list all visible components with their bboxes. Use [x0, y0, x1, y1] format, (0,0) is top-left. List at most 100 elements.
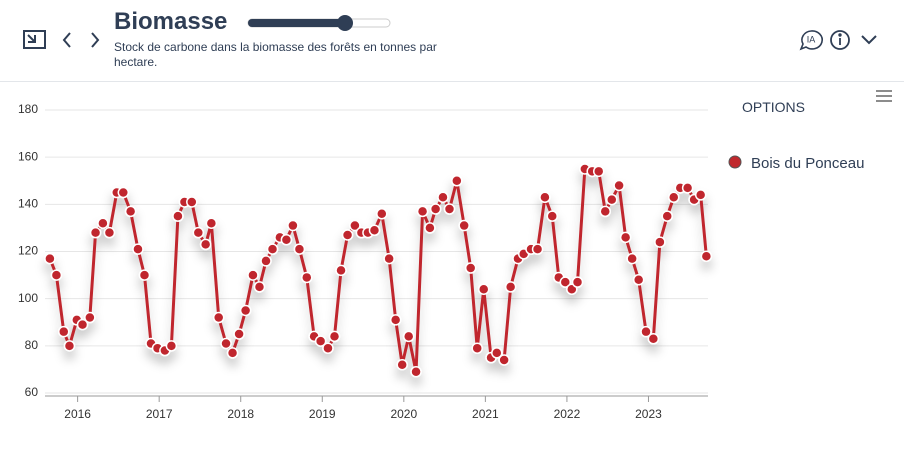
point [626, 252, 638, 265]
point [220, 337, 232, 350]
point [293, 243, 306, 255]
chart: 60 80 100 120 140 160 180 2016 2017 2018 2019 2020 2… [18, 102, 713, 421]
subtitle: Stock de carbone dans la biomasse des fo… [114, 40, 437, 69]
point [266, 243, 279, 255]
x-tick-label: 2023 [635, 407, 662, 421]
y-tick-label: 140 [18, 197, 38, 211]
expand-button[interactable] [861, 35, 877, 45]
point [531, 243, 544, 255]
x-tick-label: 2020 [390, 407, 417, 421]
point [253, 281, 266, 293]
point [491, 347, 503, 359]
x-tick-label: 2017 [146, 407, 173, 421]
point [647, 333, 660, 345]
info-button[interactable] [830, 30, 850, 50]
point [132, 243, 144, 255]
point [640, 325, 652, 338]
point [559, 276, 572, 288]
point [424, 222, 436, 234]
point [383, 252, 395, 265]
point [416, 205, 429, 218]
point [233, 328, 245, 340]
point [539, 191, 551, 204]
point [117, 186, 130, 199]
point [260, 255, 272, 267]
slider[interactable] [247, 15, 391, 31]
point [76, 318, 89, 331]
point [239, 304, 252, 317]
point [661, 210, 673, 222]
point [226, 347, 239, 359]
point [477, 283, 490, 295]
point [280, 233, 293, 246]
series [44, 163, 713, 378]
point [349, 219, 361, 232]
y-tick-label: 160 [18, 149, 38, 163]
y-tick-label: 120 [18, 244, 38, 258]
point [613, 179, 625, 192]
point [50, 269, 63, 281]
point [599, 205, 611, 218]
y-tick-label: 100 [18, 291, 38, 305]
point [97, 217, 109, 229]
point [314, 335, 327, 347]
point [592, 165, 605, 178]
header-icons: IA [23, 15, 877, 51]
x-tick-label: 2016 [64, 407, 91, 421]
x-tick-label: 2018 [227, 407, 254, 421]
legend-entry[interactable]: Bois du Ponceau [751, 155, 865, 172]
point [165, 340, 178, 352]
collapse-icon[interactable] [23, 30, 46, 49]
point [328, 330, 341, 343]
next-button[interactable] [91, 32, 100, 48]
point [368, 224, 381, 237]
y-tick-label: 180 [18, 102, 38, 116]
legend-swatch [728, 155, 742, 169]
y-tick-label: 60 [25, 385, 39, 399]
point [287, 219, 299, 232]
point [429, 203, 442, 215]
point [458, 219, 470, 232]
point [700, 250, 713, 262]
point [138, 269, 151, 281]
x-tick-label: 2019 [309, 407, 336, 421]
point [410, 366, 422, 378]
point [464, 262, 477, 274]
point [301, 271, 313, 284]
y-tick-label: 80 [25, 338, 39, 352]
point [402, 330, 415, 343]
point [205, 217, 218, 229]
point [498, 354, 510, 366]
title: Biomasse [114, 8, 228, 35]
x-tick-label: 2021 [472, 407, 499, 421]
point [186, 196, 198, 208]
point [44, 252, 56, 265]
point [471, 342, 483, 354]
point [546, 210, 558, 222]
point [84, 311, 96, 324]
point [396, 358, 408, 371]
ia-label: IA [807, 34, 816, 44]
point [376, 208, 388, 220]
point [619, 231, 632, 244]
point [335, 264, 347, 277]
point [654, 236, 666, 248]
point [667, 191, 680, 204]
point [443, 203, 456, 215]
point [58, 325, 70, 338]
prev-button[interactable] [62, 32, 71, 48]
header: IA Biomasse Stock de carbone dans la bio… [0, 0, 904, 82]
point [632, 274, 645, 286]
point [103, 226, 116, 239]
point [89, 226, 102, 239]
ia-button[interactable]: IA [799, 30, 823, 51]
point [681, 182, 694, 194]
point [247, 269, 259, 281]
point [504, 281, 517, 293]
point [172, 210, 184, 222]
x-tick-label: 2022 [554, 407, 581, 421]
point [63, 340, 76, 352]
point [124, 205, 137, 218]
point [212, 311, 225, 324]
